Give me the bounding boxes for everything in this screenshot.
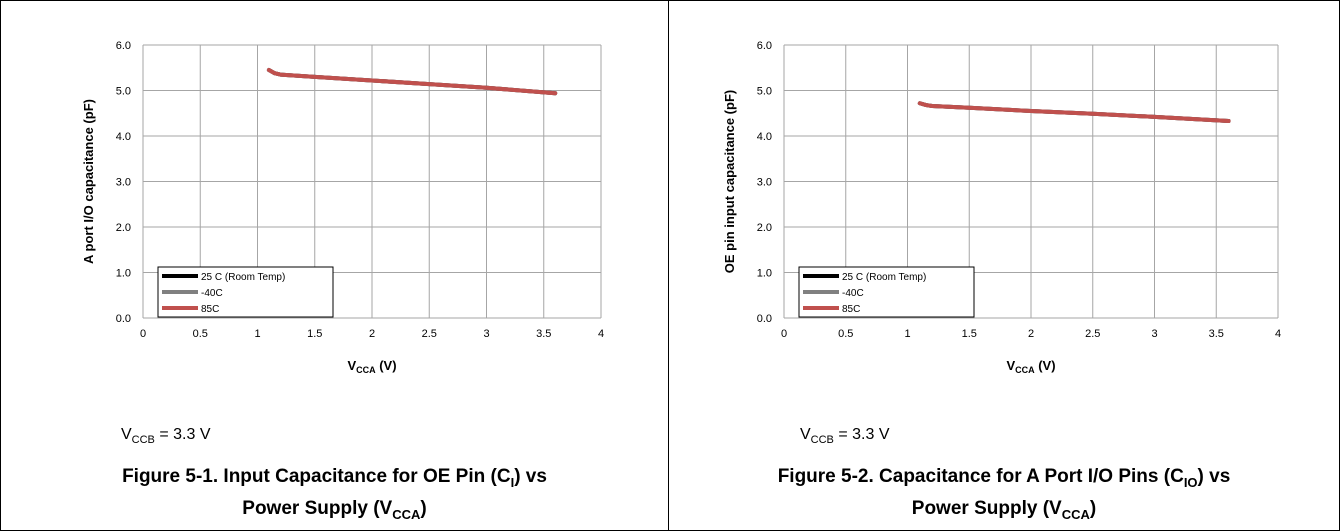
legend-label: -40C bbox=[201, 288, 223, 299]
series-line bbox=[266, 68, 558, 96]
x-tick-label: 1 bbox=[904, 328, 910, 340]
x-axis-label: VCCA (V) bbox=[1006, 358, 1055, 375]
x-tick-label: 1.5 bbox=[307, 328, 322, 340]
legend-label: 25 C (Room Temp) bbox=[201, 272, 285, 283]
x-axis-label: VCCA (V) bbox=[347, 358, 396, 375]
y-tick-label: 3.0 bbox=[757, 177, 772, 189]
x-tick-label: 1.5 bbox=[962, 328, 977, 340]
x-tick-label: 3 bbox=[483, 328, 489, 340]
x-tick-label: 0.5 bbox=[838, 328, 853, 340]
legend-label: -40C bbox=[842, 288, 864, 299]
series-line bbox=[917, 101, 1231, 123]
y-tick-label: 2.0 bbox=[757, 222, 772, 234]
y-tick-label: 2.0 bbox=[116, 222, 131, 234]
y-tick-label: 6.0 bbox=[757, 40, 772, 52]
x-tick-label: 0.5 bbox=[193, 328, 208, 340]
x-tick-label: 1 bbox=[254, 328, 260, 340]
y-tick-label: 5.0 bbox=[116, 86, 131, 98]
vccb-note-left: VCCB = 3.3 V bbox=[121, 426, 211, 447]
y-tick-label: 5.0 bbox=[757, 86, 772, 98]
x-tick-label: 4 bbox=[598, 328, 604, 340]
y-axis-label: OE pin input capacitance (pF) bbox=[722, 90, 737, 273]
x-tick-label: 0 bbox=[781, 328, 787, 340]
y-tick-label: 0.0 bbox=[116, 313, 131, 325]
y-tick-label: 4.0 bbox=[116, 131, 131, 143]
y-tick-label: 0.0 bbox=[757, 313, 772, 325]
x-tick-label: 2 bbox=[1028, 328, 1034, 340]
chart-left: 0 0.5 1 1.5 2 2.5 3 3.5 4 0.0 1.0 2.0 3.0 4.0 5.0 6.0 A … bbox=[81, 40, 604, 375]
x-tick-label: 2.5 bbox=[1085, 328, 1100, 340]
x-tick-label: 3.5 bbox=[536, 328, 551, 340]
x-tick-label: 0 bbox=[140, 328, 146, 340]
y-tick-label: 3.0 bbox=[116, 177, 131, 189]
figure-panel-right: 0 0.5 1 1.5 2 2.5 3 3.5 4 0.0 1.0 2.0 3.0 4.0 5.0 6.0 OE… bbox=[669, 0, 1340, 531]
figure-caption-right: Figure 5-2. Capacitance for A Port I/O P… bbox=[777, 466, 1231, 522]
x-tick-label: 3 bbox=[1151, 328, 1157, 340]
vccb-note-right: VCCB = 3.3 V bbox=[800, 426, 890, 447]
x-tick-label: 2 bbox=[369, 328, 375, 340]
legend-label: 25 C (Room Temp) bbox=[842, 272, 926, 283]
y-axis-label: A port I/O capacitance (pF) bbox=[81, 99, 96, 264]
legend-label: 85C bbox=[201, 304, 219, 315]
chart-right: 0 0.5 1 1.5 2 2.5 3 3.5 4 0.0 1.0 2.0 3.0 4.0 5.0 6.0 OE… bbox=[722, 40, 1281, 375]
y-tick-label: 6.0 bbox=[116, 40, 131, 52]
x-tick-label: 3.5 bbox=[1209, 328, 1224, 340]
y-tick-label: 1.0 bbox=[757, 268, 772, 280]
x-tick-label: 2.5 bbox=[422, 328, 437, 340]
figure-caption-left: Figure 5-1. Input Capacitance for OE Pin… bbox=[122, 466, 547, 522]
legend-label: 85C bbox=[842, 304, 860, 315]
figure-panel-left: 0 0.5 1 1.5 2 2.5 3 3.5 4 0.0 1.0 2.0 3.0 4.0 5.0 6.0 A … bbox=[0, 0, 669, 531]
y-tick-label: 1.0 bbox=[116, 268, 131, 280]
y-tick-label: 4.0 bbox=[757, 131, 772, 143]
x-tick-label: 4 bbox=[1275, 328, 1281, 340]
